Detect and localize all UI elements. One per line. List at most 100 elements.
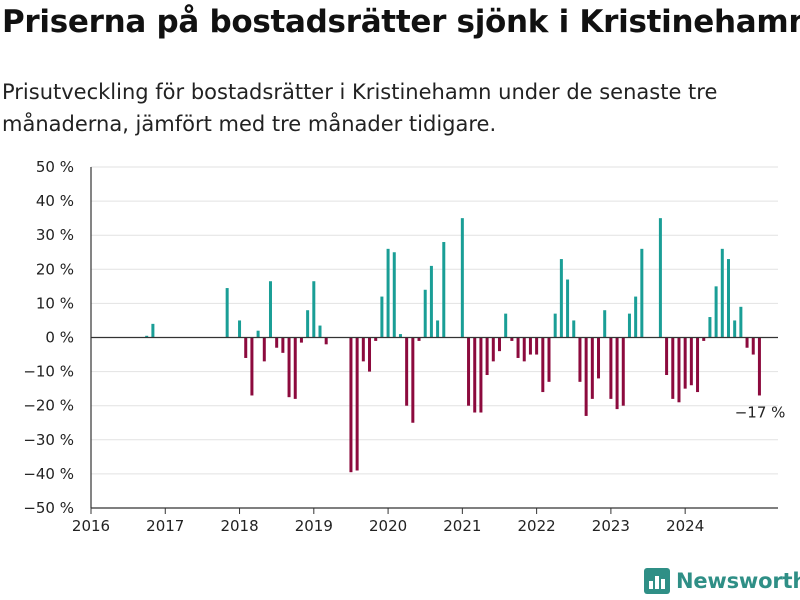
bar — [683, 337, 687, 389]
bar — [584, 337, 588, 416]
bar — [324, 337, 328, 345]
brand-name: Newsworthy — [676, 569, 800, 593]
bar — [708, 317, 712, 338]
bar — [714, 286, 718, 338]
bar — [720, 248, 724, 338]
bar — [368, 337, 372, 372]
chart-subtitle: Prisutveckling för bostadsrätter i Krist… — [2, 80, 718, 136]
bar — [615, 337, 619, 410]
x-tick-label: 2016 — [72, 517, 110, 535]
bar — [473, 337, 477, 413]
bar — [572, 320, 576, 338]
bar — [757, 337, 761, 396]
bar-chart-logo-icon — [644, 568, 670, 594]
bar — [578, 337, 582, 382]
bar — [665, 337, 669, 376]
bar — [597, 337, 601, 379]
bar — [460, 218, 464, 338]
bar — [244, 337, 248, 358]
bar — [287, 337, 291, 398]
bar — [145, 335, 149, 338]
bar — [349, 337, 353, 473]
bar — [485, 337, 489, 376]
bar — [429, 265, 433, 338]
bar — [677, 337, 681, 403]
bar — [398, 334, 402, 338]
bar — [151, 323, 155, 338]
bar — [491, 337, 495, 362]
bar — [733, 320, 737, 338]
bar — [726, 259, 730, 338]
bar — [702, 337, 706, 341]
y-tick-label: 10 % — [36, 294, 74, 312]
bars — [145, 218, 761, 473]
y-tick-label: 20 % — [36, 260, 74, 278]
bar — [281, 337, 285, 353]
bar — [516, 337, 520, 358]
bar — [479, 337, 483, 413]
bar — [306, 310, 310, 338]
bar — [504, 313, 508, 338]
bar — [405, 337, 409, 406]
bar — [361, 337, 365, 362]
y-tick-label: −40 % — [23, 465, 74, 483]
bar — [528, 337, 532, 355]
bar — [312, 281, 316, 338]
bar — [671, 337, 675, 399]
bar — [299, 337, 303, 343]
bar — [640, 248, 644, 338]
bar — [689, 337, 693, 386]
bar — [566, 279, 570, 338]
y-tick-label: −50 % — [23, 499, 74, 517]
bar — [751, 337, 755, 355]
chart-title: Priserna på bostadsrätter sjönk i Kristi… — [2, 4, 800, 40]
last-value-label: −17 % — [735, 403, 786, 421]
x-tick-label: 2023 — [592, 517, 630, 535]
annotations: −17 % — [735, 403, 786, 421]
bar — [621, 337, 625, 406]
x-tick-label: 2017 — [146, 517, 184, 535]
bar — [590, 337, 594, 399]
y-tick-label: 50 % — [36, 158, 74, 176]
bar — [634, 296, 638, 338]
y-tick-label: −30 % — [23, 431, 74, 449]
bar — [411, 337, 415, 423]
x-tick-label: 2021 — [443, 517, 481, 535]
bar — [355, 337, 359, 471]
newsworthy-logo: Newsworthy — [644, 568, 800, 594]
y-tick-label: 0 % — [45, 329, 74, 347]
bar — [392, 252, 396, 338]
x-tick-label: 2020 — [369, 517, 407, 535]
bar — [658, 218, 662, 338]
x-tick-label: 2022 — [518, 517, 556, 535]
bar — [262, 337, 266, 362]
y-tick-label: −20 % — [23, 397, 74, 415]
bar — [541, 337, 545, 393]
bar — [225, 288, 229, 338]
bar — [442, 242, 446, 338]
bar — [609, 337, 613, 399]
bar — [745, 337, 749, 348]
y-tick-label: 30 % — [36, 226, 74, 244]
y-tick-label: −10 % — [23, 363, 74, 381]
bar — [293, 337, 297, 399]
x-tick-label: 2018 — [220, 517, 258, 535]
bar — [436, 320, 440, 338]
bar — [238, 320, 242, 338]
bar — [510, 337, 514, 341]
gridlines — [91, 166, 778, 475]
bar — [553, 313, 557, 338]
bar — [739, 306, 743, 338]
bar — [318, 325, 322, 338]
bar — [522, 337, 526, 362]
bar — [423, 289, 427, 338]
bar — [497, 337, 501, 352]
bar — [559, 259, 563, 338]
x-tick-label: 2019 — [295, 517, 333, 535]
bar — [627, 313, 631, 338]
y-axis-labels: 50 % 40 % 30 % 20 % 10 % 0 % −10 % −20 % −30 % −4… — [23, 158, 74, 517]
bar — [250, 337, 254, 396]
bar — [268, 281, 272, 338]
bar — [603, 310, 607, 338]
